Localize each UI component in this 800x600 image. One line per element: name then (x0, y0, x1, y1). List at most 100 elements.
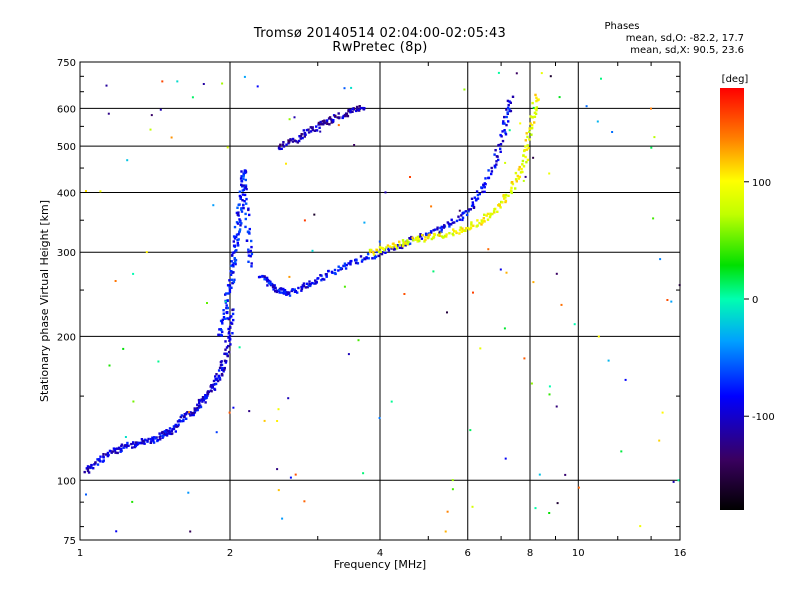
data-point (293, 139, 297, 142)
noise-point (224, 300, 227, 303)
data-point (301, 286, 304, 289)
data-point (334, 114, 337, 118)
data-point (263, 275, 266, 278)
noise-point (653, 136, 656, 139)
data-point (496, 210, 499, 213)
data-point (231, 263, 234, 267)
data-point (230, 260, 233, 263)
data-point (227, 332, 230, 335)
data-point (218, 374, 221, 378)
data-point (378, 246, 382, 249)
data-point (497, 204, 500, 207)
data-point (273, 284, 276, 287)
noise-point (350, 86, 353, 89)
data-point (406, 239, 409, 242)
data-point (305, 128, 309, 132)
data-point (344, 114, 347, 117)
data-point (236, 206, 239, 209)
data-point (338, 116, 341, 119)
data-point (506, 112, 509, 115)
noise-point (131, 500, 134, 503)
data-point (372, 251, 375, 254)
y-tick-label: 600 (57, 104, 76, 115)
data-point (229, 338, 232, 341)
data-point (301, 136, 304, 140)
data-point (225, 304, 228, 307)
data-point (244, 225, 247, 229)
data-point (247, 248, 250, 251)
data-point (326, 122, 329, 125)
noise-point (132, 400, 135, 403)
data-point (233, 261, 237, 264)
data-point (491, 212, 494, 216)
data-point (202, 397, 205, 400)
data-point (469, 226, 473, 229)
data-point (521, 170, 524, 174)
noise-point (504, 161, 507, 164)
data-point (231, 332, 234, 335)
noise-point (479, 347, 482, 350)
data-point (237, 244, 240, 247)
noise-point (289, 476, 292, 479)
data-point (216, 379, 220, 383)
data-point (92, 467, 95, 470)
data-point (204, 401, 207, 404)
data-point (224, 352, 227, 355)
data-point (499, 150, 502, 153)
x-tick-label: 10 (572, 548, 585, 559)
data-point (365, 257, 368, 260)
noise-point (313, 213, 316, 216)
data-point (247, 251, 250, 254)
data-point (266, 278, 270, 282)
data-point (244, 217, 247, 221)
noise-point (311, 249, 314, 252)
data-point (398, 243, 401, 246)
data-point (319, 120, 322, 124)
data-point (201, 400, 204, 403)
data-point (442, 235, 445, 239)
data-point (355, 259, 358, 262)
noise-point (446, 510, 449, 513)
noise-point (652, 217, 655, 220)
data-point (299, 137, 302, 140)
data-point (461, 216, 465, 219)
data-point (237, 211, 240, 214)
data-point (394, 245, 398, 248)
data-point (244, 184, 248, 187)
data-point (300, 289, 303, 292)
data-point (111, 450, 115, 453)
data-point (222, 309, 225, 312)
data-point (509, 109, 513, 113)
noise-point (451, 479, 454, 482)
data-point (498, 203, 501, 206)
data-point (311, 281, 314, 285)
data-point (375, 250, 379, 254)
data-point (249, 249, 252, 253)
data-point (451, 232, 454, 236)
data-point (235, 249, 238, 252)
data-point (343, 264, 346, 268)
data-point (152, 441, 156, 444)
data-point (483, 220, 486, 223)
data-point (521, 159, 525, 163)
noise-point (347, 353, 350, 356)
data-point (392, 242, 395, 245)
data-point (468, 227, 471, 231)
y-tick-label: 500 (57, 142, 76, 153)
data-point (230, 278, 233, 281)
data-point (454, 230, 457, 233)
data-point (446, 221, 449, 224)
data-point (470, 197, 474, 200)
noise-point (276, 420, 279, 422)
noise-point (187, 491, 190, 494)
data-point (242, 172, 245, 175)
data-point (483, 190, 486, 193)
data-point (281, 143, 285, 146)
data-point (87, 471, 91, 474)
data-point (524, 139, 527, 142)
data-point (239, 197, 242, 200)
data-point (458, 218, 461, 221)
noise-point (523, 357, 526, 360)
data-point (240, 222, 243, 225)
noise-point (189, 530, 192, 533)
